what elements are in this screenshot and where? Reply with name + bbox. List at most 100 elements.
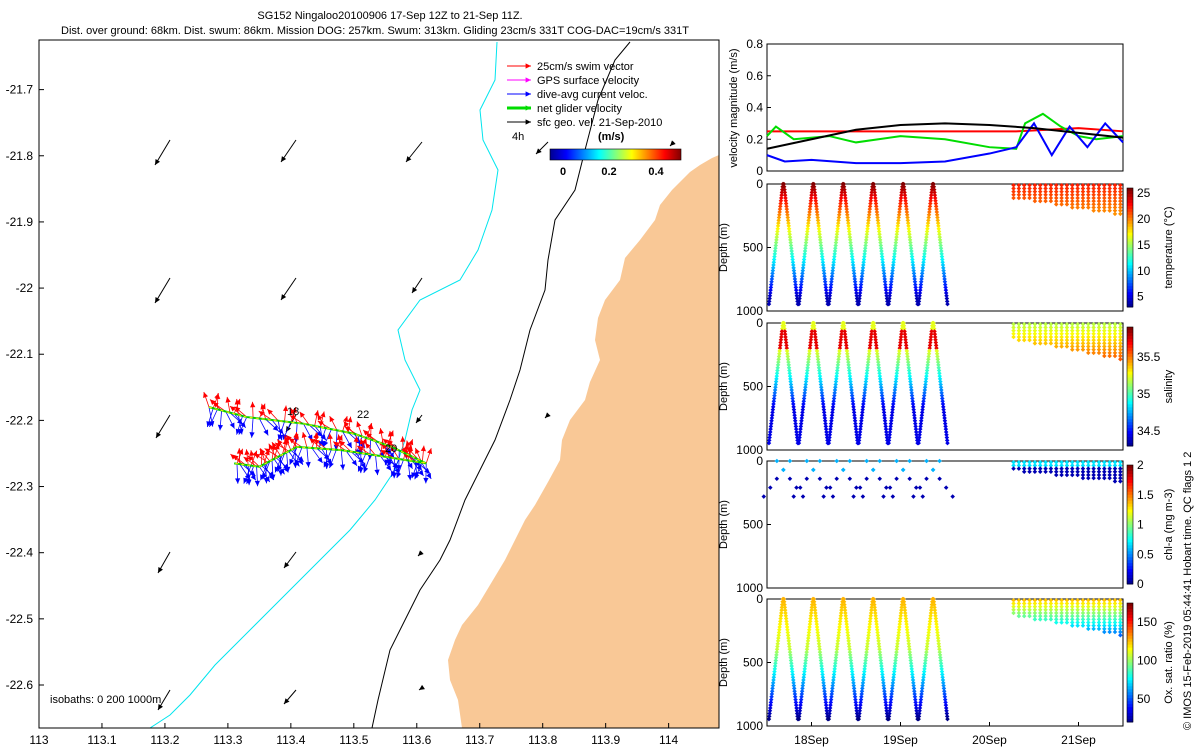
map-x-tick-label: 113.7 <box>465 733 494 747</box>
section-point <box>932 605 937 610</box>
section-point <box>913 424 918 429</box>
section-point <box>907 373 913 379</box>
section-point <box>1070 341 1075 346</box>
section-point <box>860 410 865 415</box>
section-point <box>830 271 835 276</box>
colorbar-segment <box>1127 362 1133 367</box>
section-point <box>866 357 871 362</box>
section-point <box>1112 198 1118 204</box>
section-point <box>908 660 914 666</box>
section-point <box>920 407 925 412</box>
section-point <box>1102 610 1107 616</box>
section-point <box>1080 472 1086 478</box>
section-point <box>874 343 879 348</box>
vector-arrowhead <box>360 462 366 469</box>
colorbar-segment <box>1127 482 1133 487</box>
colorbar-segment <box>1127 365 1133 370</box>
section-point <box>878 655 883 660</box>
section-point <box>928 610 934 616</box>
colorbar-segment <box>1127 653 1133 658</box>
section-point <box>787 373 793 379</box>
section-point <box>1053 344 1059 349</box>
section-point <box>877 647 882 652</box>
legend-label: sfc geo. vel. 21-Sep-2010 <box>537 117 662 129</box>
section-point <box>894 371 900 376</box>
section-point <box>1096 186 1102 191</box>
section-point <box>1032 610 1038 616</box>
section-point <box>1027 604 1032 609</box>
section-point <box>807 624 812 630</box>
section-point <box>932 331 938 337</box>
section-point <box>943 485 949 490</box>
colorbar-segment <box>1127 671 1133 675</box>
section-point <box>1075 623 1080 628</box>
section-point <box>1080 189 1086 194</box>
section-point <box>918 697 924 702</box>
section-point <box>1112 205 1118 210</box>
section-point <box>889 415 894 421</box>
section-point <box>790 254 795 259</box>
section-point <box>861 672 867 677</box>
section-point <box>901 320 906 326</box>
section-point <box>907 376 913 382</box>
section-point <box>1075 325 1080 330</box>
section-point <box>898 340 903 345</box>
section-point <box>880 401 886 407</box>
section-point <box>809 326 815 331</box>
section-point <box>1048 328 1054 333</box>
section-point <box>892 384 898 390</box>
section-point <box>876 365 882 370</box>
section-point <box>1048 466 1054 471</box>
section-point <box>1059 472 1064 478</box>
velocity-panel: 00.20.40.60.8 velocity magnitude (m/s) <box>728 37 1124 178</box>
section-point <box>858 282 864 287</box>
section-point <box>803 655 809 660</box>
section-point <box>918 424 923 429</box>
section-point <box>911 686 917 691</box>
colorbar-title: salinity <box>1163 369 1175 403</box>
section-point <box>940 677 946 683</box>
section-point <box>858 421 864 426</box>
section-point <box>876 644 882 649</box>
colorbar-segment <box>1127 205 1133 210</box>
section-point <box>1070 460 1075 465</box>
section-point <box>853 424 858 429</box>
section-point <box>1037 604 1043 609</box>
section-point <box>821 404 826 410</box>
section-point <box>875 354 880 359</box>
section-point <box>814 624 820 630</box>
vector-arrowhead <box>414 473 420 480</box>
vector-arrowhead <box>268 471 275 478</box>
section-point <box>891 257 897 262</box>
section-point <box>1032 183 1038 188</box>
section-point <box>864 458 869 464</box>
section-point <box>883 282 888 287</box>
section-point <box>941 412 947 418</box>
section-point <box>802 666 807 672</box>
colorbar-segment <box>1127 716 1133 720</box>
section-point <box>1032 186 1038 191</box>
section-point <box>882 273 887 279</box>
section-point <box>937 458 942 464</box>
section-point <box>1075 186 1080 191</box>
section-point <box>1091 472 1096 478</box>
section-point <box>875 635 881 641</box>
section-point <box>1118 211 1123 217</box>
section-point <box>786 362 791 368</box>
section-point <box>878 382 884 387</box>
colorbar-tick-label: 150 <box>1137 615 1157 629</box>
section-point <box>829 276 835 282</box>
section-point <box>891 254 897 259</box>
colorbar-segment <box>1127 271 1133 275</box>
section-point <box>1021 183 1027 188</box>
section-point <box>908 379 913 384</box>
section-point <box>1096 337 1102 343</box>
section-point <box>820 396 825 401</box>
section-point <box>1080 466 1086 471</box>
section-point <box>1027 337 1032 343</box>
section-point <box>798 421 804 426</box>
colorbar-tick-label: 0 <box>1137 577 1144 591</box>
section-point <box>1080 620 1086 625</box>
section-point <box>1059 202 1064 207</box>
section-point <box>1053 198 1059 204</box>
